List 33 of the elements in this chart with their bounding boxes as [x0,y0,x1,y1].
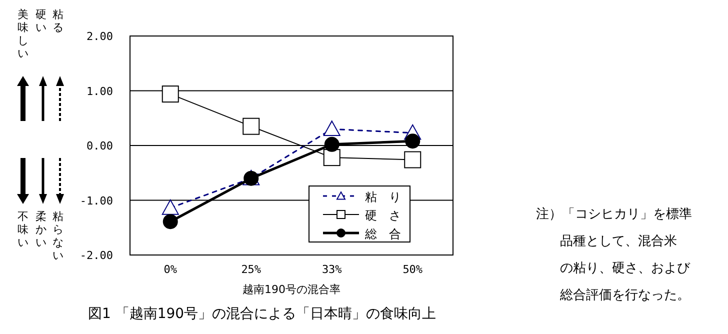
point [323,120,340,136]
text: 品種として、混合米 [560,234,677,249]
point [323,149,340,166]
point [162,86,179,103]
text: 図1 「越南190号」の混合による「日本晴」の食味向上 [88,306,436,322]
y-tick-label: 2.00 [86,30,113,43]
x-tick-label: 25% [241,263,262,276]
point [242,118,260,135]
point [404,151,422,168]
text: 美味しい [18,8,28,60]
x-tick-label: 33% [322,263,342,276]
y-tick-label: 0.00 [86,140,113,152]
legend-label: 粘 り [365,190,401,204]
text: 粘らない [52,210,64,262]
point [324,136,340,152]
text: 柔かい [36,210,46,249]
x-tick-label: 50% [402,263,423,276]
point [405,134,420,149]
x-axis-title: 越南190号の混合率 [242,283,340,296]
text: 硬い [36,8,46,34]
text: の粘り、硬さ、および [560,261,691,276]
point [162,199,179,215]
legend-label: 総 合 [364,227,401,241]
text: 総合評価を行なった。 [559,288,690,303]
x-tick-label: 0% [164,263,178,276]
text: 粘る [52,8,64,34]
y-tick-label: -2.00 [80,249,113,262]
legend-label: 硬 さ [365,208,401,222]
text: 注）「コシヒカリ」を標準 [536,207,692,222]
text: 不味い [18,210,28,249]
point [162,214,178,230]
y-tick-label: 1.00 [86,84,113,98]
y-tick-label: -1.00 [80,194,113,208]
